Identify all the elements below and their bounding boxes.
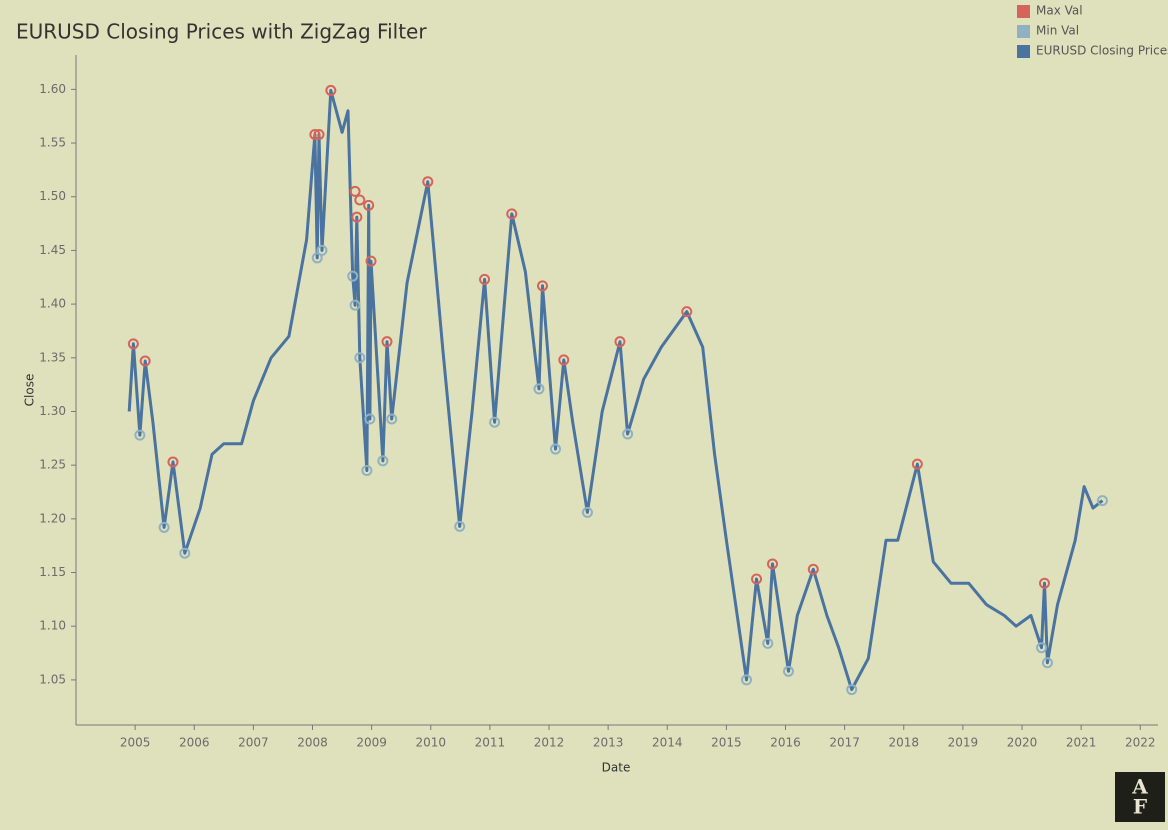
zigzag-point [614, 336, 626, 348]
legend-swatch [1017, 5, 1030, 18]
zigzag-point [622, 428, 634, 440]
zigzag-point [550, 443, 562, 455]
zigzag-point [349, 299, 361, 311]
x-tick-label: 2011 [475, 736, 506, 750]
x-tick-label: 2018 [888, 736, 919, 750]
zigzag-point [363, 199, 375, 211]
zigzag-point [354, 352, 366, 364]
zigzag-point [134, 429, 146, 441]
legend-swatch [1017, 25, 1030, 38]
zigzag-point [454, 520, 466, 532]
zigzag-point [349, 185, 361, 197]
y-tick-label: 1.55 [39, 136, 66, 150]
zigzag-point [127, 338, 139, 350]
x-tick-label: 2008 [297, 736, 328, 750]
legend-label: Min Val [1036, 24, 1079, 38]
x-tick-label: 2005 [120, 736, 151, 750]
chart-title: EURUSD Closing Prices with ZigZag Filter [16, 20, 427, 44]
logo-box [1115, 772, 1165, 822]
zigzag-point [1096, 495, 1108, 507]
zigzag-point [316, 244, 328, 256]
zigzag-point [351, 211, 363, 223]
y-tick-label: 1.10 [39, 619, 66, 633]
x-tick-label: 2015 [711, 736, 742, 750]
y-tick-label: 1.20 [39, 511, 66, 525]
zigzag-point [313, 128, 325, 140]
zigzag-point [506, 208, 518, 220]
zigzag-point [767, 558, 779, 570]
zigzag-point [489, 416, 501, 428]
x-tick-label: 2010 [415, 736, 446, 750]
y-tick-label: 1.25 [39, 458, 66, 472]
zigzag-point [386, 413, 398, 425]
zigzag-point [377, 455, 389, 467]
zigzag-point [309, 128, 321, 140]
x-axis-label: Date [602, 761, 631, 775]
x-tick-label: 2013 [593, 736, 624, 750]
zigzag-point [762, 637, 774, 649]
zigzag-point [347, 270, 359, 282]
y-tick-label: 1.40 [39, 297, 66, 311]
y-tick-label: 1.30 [39, 404, 66, 418]
zigzag-point [1038, 577, 1050, 589]
x-tick-label: 2012 [534, 736, 565, 750]
y-tick-label: 1.50 [39, 189, 66, 203]
x-tick-label: 2016 [770, 736, 801, 750]
zigzag-point [158, 521, 170, 533]
zigzag-point [740, 674, 752, 686]
y-axis-label: Close [23, 374, 37, 407]
x-tick-label: 2019 [948, 736, 979, 750]
logo-letter: A [1131, 775, 1148, 799]
x-tick-label: 2021 [1066, 736, 1097, 750]
zigzag-point [311, 252, 323, 264]
zigzag-point [1036, 642, 1048, 654]
price-line [127, 88, 1104, 692]
logo-letter: F [1133, 795, 1147, 819]
x-tick-label: 2006 [179, 736, 210, 750]
y-tick-label: 1.15 [39, 565, 66, 579]
y-tick-label: 1.45 [39, 243, 66, 257]
zigzag-point [537, 280, 549, 292]
zigzag-point [354, 194, 366, 206]
zigzag-point [846, 684, 858, 696]
x-tick-label: 2007 [238, 736, 269, 750]
x-tick-label: 2020 [1007, 736, 1038, 750]
zigzag-point [533, 383, 545, 395]
zigzag-point [911, 458, 923, 470]
zigzag-point [139, 355, 151, 367]
y-tick-label: 1.60 [39, 82, 66, 96]
y-tick-label: 1.35 [39, 350, 66, 364]
legend-label: Max Val [1036, 4, 1083, 18]
y-tick-label: 1.05 [39, 672, 66, 686]
zigzag-point [479, 273, 491, 285]
legend-swatch [1017, 45, 1030, 58]
zigzag-point [365, 255, 377, 267]
zigzag-point [558, 354, 570, 366]
zigzag-point [751, 573, 763, 585]
x-tick-label: 2017 [829, 736, 860, 750]
zigzag-point [179, 547, 191, 559]
legend-label: EURUSD Closing Prices [1036, 44, 1168, 58]
zigzag-point [364, 413, 376, 425]
x-tick-label: 2009 [356, 736, 387, 750]
x-tick-label: 2014 [652, 736, 683, 750]
x-tick-label: 2022 [1125, 736, 1156, 750]
zigzag-point [1041, 657, 1053, 669]
zigzag-point [325, 84, 337, 96]
zigzag-point [581, 506, 593, 518]
zigzag-point [681, 306, 693, 318]
zigzag-point [807, 563, 819, 575]
zigzag-point [381, 336, 393, 348]
zigzag-point [422, 176, 434, 188]
zigzag-point [167, 456, 179, 468]
zigzag-point [361, 465, 373, 477]
zigzag-point [782, 665, 794, 677]
